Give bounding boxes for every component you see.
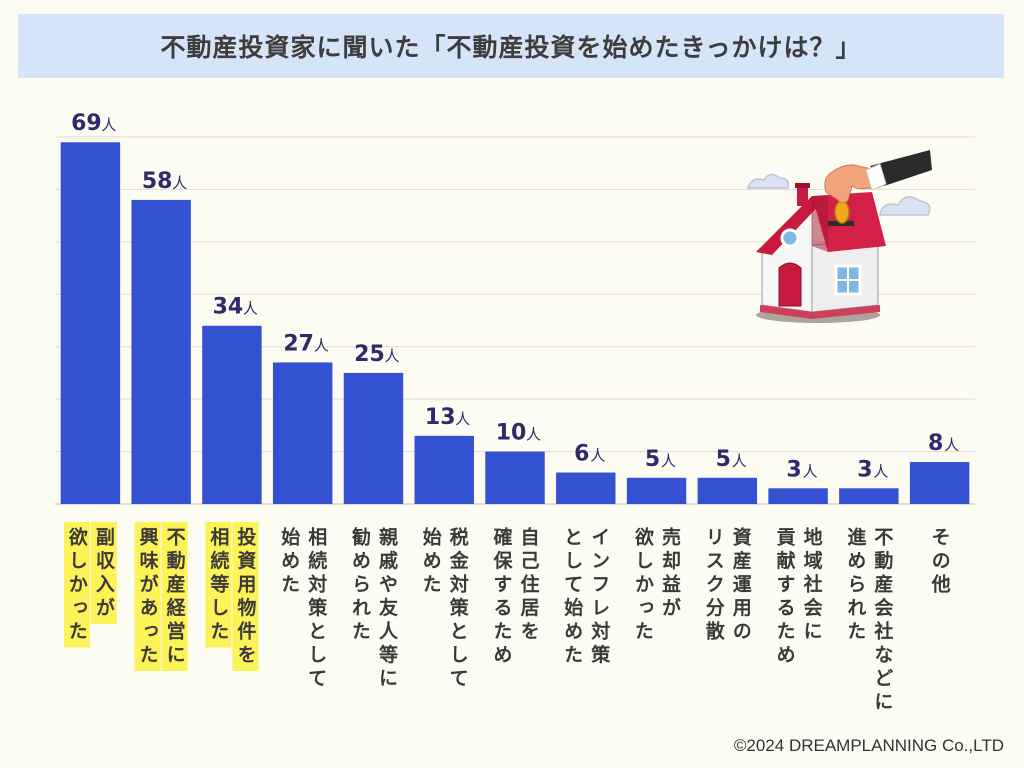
- data-label-unit: 人: [455, 410, 470, 428]
- tick-label: 親戚や友人等に: [376, 526, 399, 692]
- tick-label: 貢献するため: [774, 527, 796, 668]
- house-coin-illustration-icon: [746, 150, 932, 323]
- tick-label: 相続対策として: [305, 527, 328, 692]
- data-label: 3: [857, 457, 872, 482]
- data-label-unit: 人: [526, 426, 541, 444]
- bar: [768, 488, 828, 504]
- bar: [839, 488, 899, 504]
- data-label-unit: 人: [873, 462, 888, 480]
- data-label: 69: [71, 111, 102, 136]
- value-labels: 69 人58 人34 人27 人 25 人13 人10 人6 人 5 人 5 人 3 人 3 人8 人: [71, 111, 959, 482]
- tick-label: 地域社会に: [801, 526, 824, 645]
- data-label-unit: 人: [384, 347, 399, 365]
- data-label: 6: [574, 442, 589, 467]
- data-label: 3: [786, 457, 801, 482]
- tick-label: 勧められた: [349, 526, 372, 645]
- bar: [60, 142, 121, 504]
- data-label: 8: [928, 431, 943, 456]
- tick-label: リスク分散: [703, 527, 725, 645]
- label-highlight: [205, 522, 232, 648]
- tick-label: 売却益が: [659, 526, 681, 621]
- data-label: 58: [142, 169, 173, 194]
- tick-label: として始めた: [561, 527, 583, 668]
- data-label: 27: [283, 331, 314, 356]
- chart-title: 不動産投資家に聞いた「不動産投資を始めたきっかけは？」: [18, 14, 1004, 78]
- tick-label: 不動産経営に: [164, 527, 186, 668]
- label-highlight: [63, 522, 90, 648]
- tick-label: 進められた: [844, 527, 866, 645]
- bar: [485, 451, 545, 504]
- data-label: 25: [354, 342, 385, 367]
- data-label-unit: 人: [590, 447, 605, 465]
- tick-label: 副収入が: [93, 527, 115, 621]
- data-label: 5: [645, 447, 660, 472]
- tick-label: 欲しかった: [66, 526, 89, 645]
- tick-label: インフレ対策: [588, 527, 611, 668]
- bar: [414, 435, 474, 504]
- data-label-unit: 人: [101, 116, 116, 134]
- data-label-unit: 人: [803, 462, 818, 480]
- data-label: 5: [716, 447, 731, 472]
- data-label: 34: [213, 295, 244, 320]
- label-highlight: [90, 522, 117, 624]
- tick-label: 始めた: [278, 526, 300, 598]
- bar: [626, 477, 687, 504]
- bar: [202, 325, 262, 504]
- bars: [60, 142, 970, 504]
- data-label-unit: 人: [243, 300, 258, 318]
- tick-label: 始めた: [420, 526, 442, 598]
- tick-label: 税金対策として: [447, 526, 470, 692]
- data-label: 10: [496, 421, 527, 446]
- label-highlight: [161, 522, 188, 671]
- tick-label: その他: [929, 527, 952, 598]
- tick-label: 自己住居を: [518, 526, 540, 645]
- bar: [131, 199, 191, 504]
- data-label-unit: 人: [314, 336, 329, 354]
- copyright: ©2024 DREAMPLANNING Co.,LTD: [733, 736, 1004, 755]
- tick-label: 不動産会社などに: [871, 527, 894, 715]
- data-label-unit: 人: [661, 452, 676, 470]
- data-label-unit: 人: [732, 452, 747, 470]
- tick-label: 確保するため: [491, 526, 514, 668]
- bar: [556, 472, 616, 504]
- bar: [697, 477, 758, 504]
- tick-label: 相続等した: [207, 527, 230, 645]
- tick-label: 欲しかった: [632, 526, 655, 645]
- tick-label: 興味があった: [137, 527, 159, 668]
- chart-title-text: 不動産投資家に聞いた「不動産投資を始めたきっかけは？」: [160, 33, 862, 62]
- label-highlight: [134, 522, 161, 671]
- bar: [343, 372, 404, 504]
- tick-label: 投資用物件を: [234, 526, 256, 668]
- data-label: 13: [425, 405, 456, 430]
- bar: [272, 362, 333, 504]
- label-highlight: [232, 522, 259, 671]
- data-label-unit: 人: [944, 436, 959, 454]
- bar: [909, 462, 970, 504]
- tick-label: 資産運用の: [730, 526, 752, 645]
- data-label-unit: 人: [172, 174, 187, 192]
